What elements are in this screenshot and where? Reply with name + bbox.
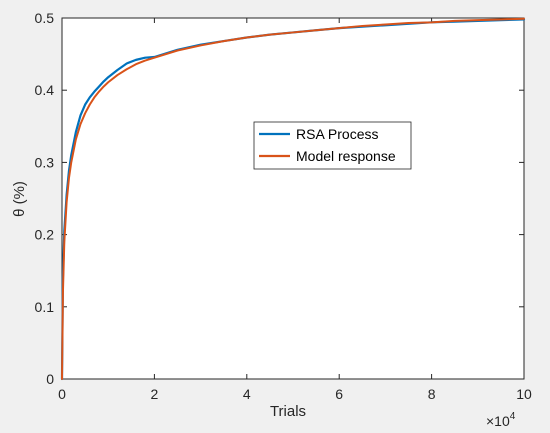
series-layer <box>60 17 526 381</box>
series-line-model-response <box>61 17 525 380</box>
x-axis-title: Trials <box>270 403 306 420</box>
y-tick-label: 0.1 <box>35 299 55 315</box>
x-tick-label: 0 <box>58 386 66 402</box>
x-scale-multiplier: ×10 <box>486 413 510 429</box>
legend[interactable]: RSA Process Model response <box>253 121 412 170</box>
y-tick-label: 0 <box>46 371 54 387</box>
legend-label-rsa-process: RSA Process <box>296 126 378 142</box>
y-tick-label: 0.4 <box>35 82 55 98</box>
x-tick-label: 10 <box>516 386 532 402</box>
plot-area <box>61 17 525 380</box>
y-axis-title: θ (%) <box>11 181 28 217</box>
legend-box <box>253 121 412 170</box>
x-tick-label: 2 <box>151 386 159 402</box>
axis-ticks: 0 2 4 6 8 10 0 0.1 0.2 0.3 0.4 0.5 <box>35 10 532 402</box>
x-tick-label: 4 <box>243 386 251 402</box>
x-scale-exponent: ×104 <box>486 411 516 429</box>
y-tick-label: 0.2 <box>35 227 55 243</box>
x-tick-label: 8 <box>428 386 436 402</box>
x-scale-power: 4 <box>510 411 516 422</box>
legend-label-model-response: Model response <box>296 148 396 164</box>
x-tick-label: 6 <box>335 386 343 402</box>
y-tick-label: 0.3 <box>35 154 55 170</box>
y-tick-label: 0.5 <box>35 10 55 26</box>
